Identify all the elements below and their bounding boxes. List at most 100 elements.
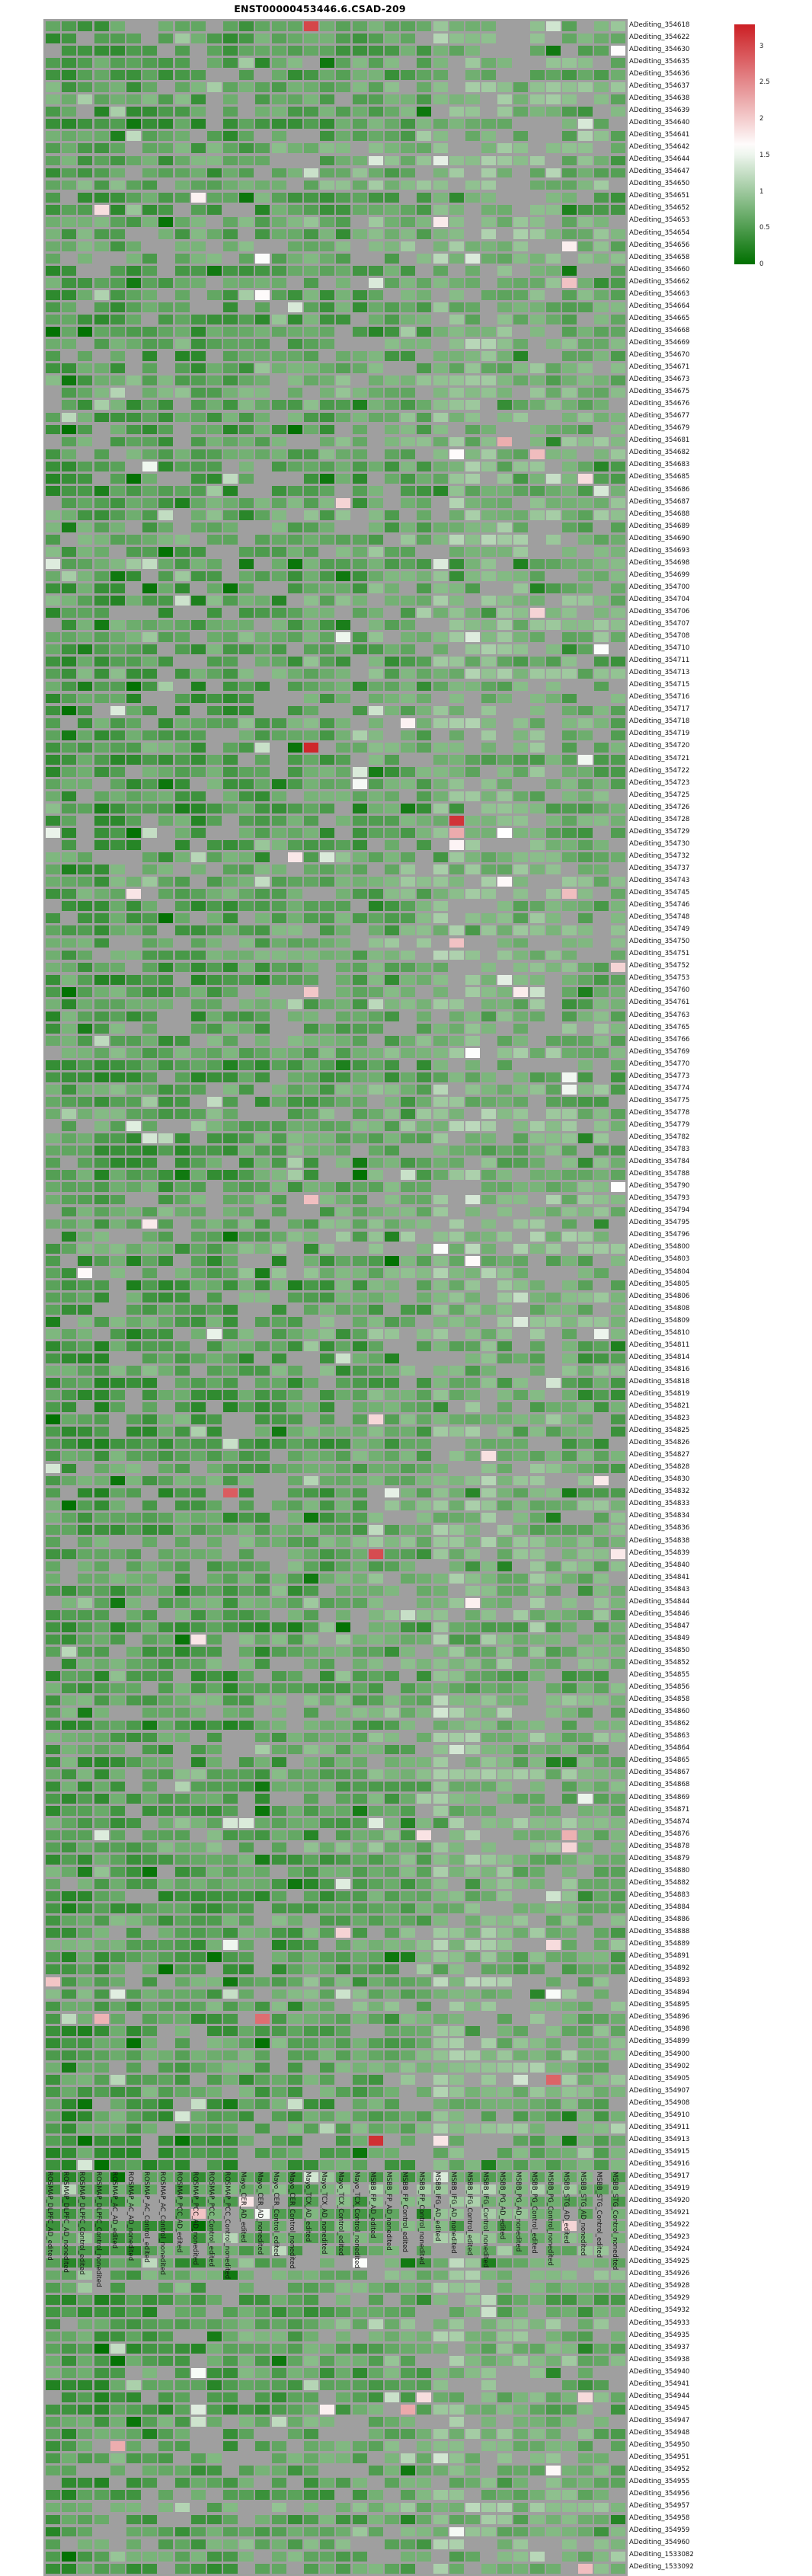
heatmap-cell — [352, 1536, 367, 1547]
heatmap-cell — [78, 1500, 93, 1510]
heatmap-cell — [352, 400, 367, 411]
heatmap-cell — [368, 376, 383, 386]
heatmap-cell — [110, 632, 125, 643]
heatmap-cell — [287, 778, 302, 789]
heatmap-cell — [174, 1182, 190, 1193]
heatmap-cell — [320, 1243, 335, 1254]
heatmap-cell — [562, 449, 577, 459]
heatmap-cell — [255, 1390, 270, 1401]
heatmap-cell — [497, 938, 513, 948]
heatmap-cell — [190, 1512, 206, 1523]
heatmap-cell — [239, 1439, 254, 1449]
heatmap-cell — [174, 865, 190, 875]
heatmap-cell — [94, 1109, 109, 1120]
heatmap-cell — [190, 34, 206, 43]
heatmap-cell — [223, 1635, 238, 1645]
heatmap-cell — [46, 1635, 60, 1645]
heatmap-cell — [304, 791, 318, 801]
heatmap-cell — [223, 400, 238, 411]
heatmap-cell — [481, 290, 497, 300]
heatmap-cell — [271, 1011, 286, 1021]
heatmap-cell — [352, 852, 367, 863]
heatmap-cell — [174, 962, 190, 973]
heatmap-cell — [287, 1548, 302, 1559]
heatmap-cell — [320, 913, 335, 924]
heatmap-cell — [449, 1316, 464, 1327]
heatmap-cell — [401, 1207, 416, 1217]
heatmap-cell — [158, 449, 174, 459]
heatmap-cell — [465, 730, 480, 740]
heatmap-cell — [190, 302, 206, 312]
heatmap-cell — [610, 1659, 625, 1670]
heatmap-cell — [545, 718, 561, 728]
heatmap-cell — [433, 290, 448, 300]
heatmap-cell — [110, 1316, 125, 1327]
heatmap-cell — [190, 974, 206, 985]
heatmap-cell — [578, 46, 593, 56]
heatmap-cell — [401, 1512, 416, 1523]
heatmap-cell — [110, 241, 125, 251]
heatmap-cell — [46, 1109, 60, 1120]
heatmap-cell — [239, 1561, 254, 1571]
heatmap-cell — [239, 1671, 254, 1682]
heatmap-cell — [481, 1207, 497, 1217]
heatmap-cell — [610, 804, 625, 813]
heatmap-cell — [94, 1512, 109, 1523]
heatmap-cell — [352, 168, 367, 178]
heatmap-cell — [336, 351, 351, 362]
heatmap-cell — [401, 986, 416, 997]
heatmap-cell — [594, 107, 609, 117]
heatmap-cell — [513, 730, 529, 740]
heatmap-cell — [384, 840, 399, 850]
heatmap-cell — [562, 1439, 577, 1449]
heatmap-cell — [465, 718, 480, 728]
heatmap-cell — [529, 1439, 545, 1449]
heatmap-cell — [545, 1304, 561, 1315]
heatmap-cell — [401, 1536, 416, 1547]
heatmap-cell — [384, 1316, 399, 1327]
heatmap-cell — [481, 925, 497, 936]
heatmap-cell — [304, 816, 318, 826]
heatmap-cell — [449, 632, 464, 643]
heatmap-cell — [62, 363, 77, 374]
heatmap-cell — [255, 363, 270, 374]
heatmap-cell — [610, 877, 625, 887]
heatmap-cell — [352, 1341, 367, 1351]
heatmap-cell — [46, 1146, 60, 1156]
heatmap-cell — [352, 877, 367, 887]
heatmap-cell — [384, 925, 399, 936]
heatmap-cell — [320, 107, 335, 117]
heatmap-cell — [46, 363, 60, 374]
heatmap-cell — [594, 1316, 609, 1327]
heatmap-cell — [287, 290, 302, 300]
heatmap-cell — [158, 1695, 174, 1706]
heatmap-cell — [465, 522, 480, 532]
heatmap-cell — [465, 1011, 480, 1021]
heatmap-cell — [223, 1267, 238, 1278]
heatmap-cell — [352, 1573, 367, 1584]
heatmap-cell — [336, 155, 351, 166]
heatmap-cell — [287, 1072, 302, 1082]
heatmap-cell — [384, 791, 399, 801]
heatmap-cell — [352, 840, 367, 850]
heatmap-cell — [158, 376, 174, 386]
heatmap-cell — [126, 412, 141, 423]
heatmap-cell — [433, 1463, 448, 1474]
heatmap-cell — [433, 1659, 448, 1670]
heatmap-cell — [417, 913, 432, 924]
heatmap-cell — [449, 510, 464, 520]
heatmap-cell — [352, 1304, 367, 1315]
heatmap-cell — [174, 376, 190, 386]
heatmap-cell — [562, 742, 577, 753]
heatmap-cell — [239, 1390, 254, 1401]
heatmap-cell — [336, 363, 351, 374]
heatmap-cell — [271, 1635, 286, 1645]
heatmap-cell — [384, 1219, 399, 1229]
heatmap-cell — [320, 1170, 335, 1181]
heatmap-cell — [46, 204, 60, 215]
heatmap-cell — [401, 1194, 416, 1205]
heatmap-cell — [142, 58, 158, 68]
heatmap-cell — [174, 449, 190, 459]
heatmap-cell — [304, 1524, 318, 1535]
heatmap-cell — [465, 1414, 480, 1425]
